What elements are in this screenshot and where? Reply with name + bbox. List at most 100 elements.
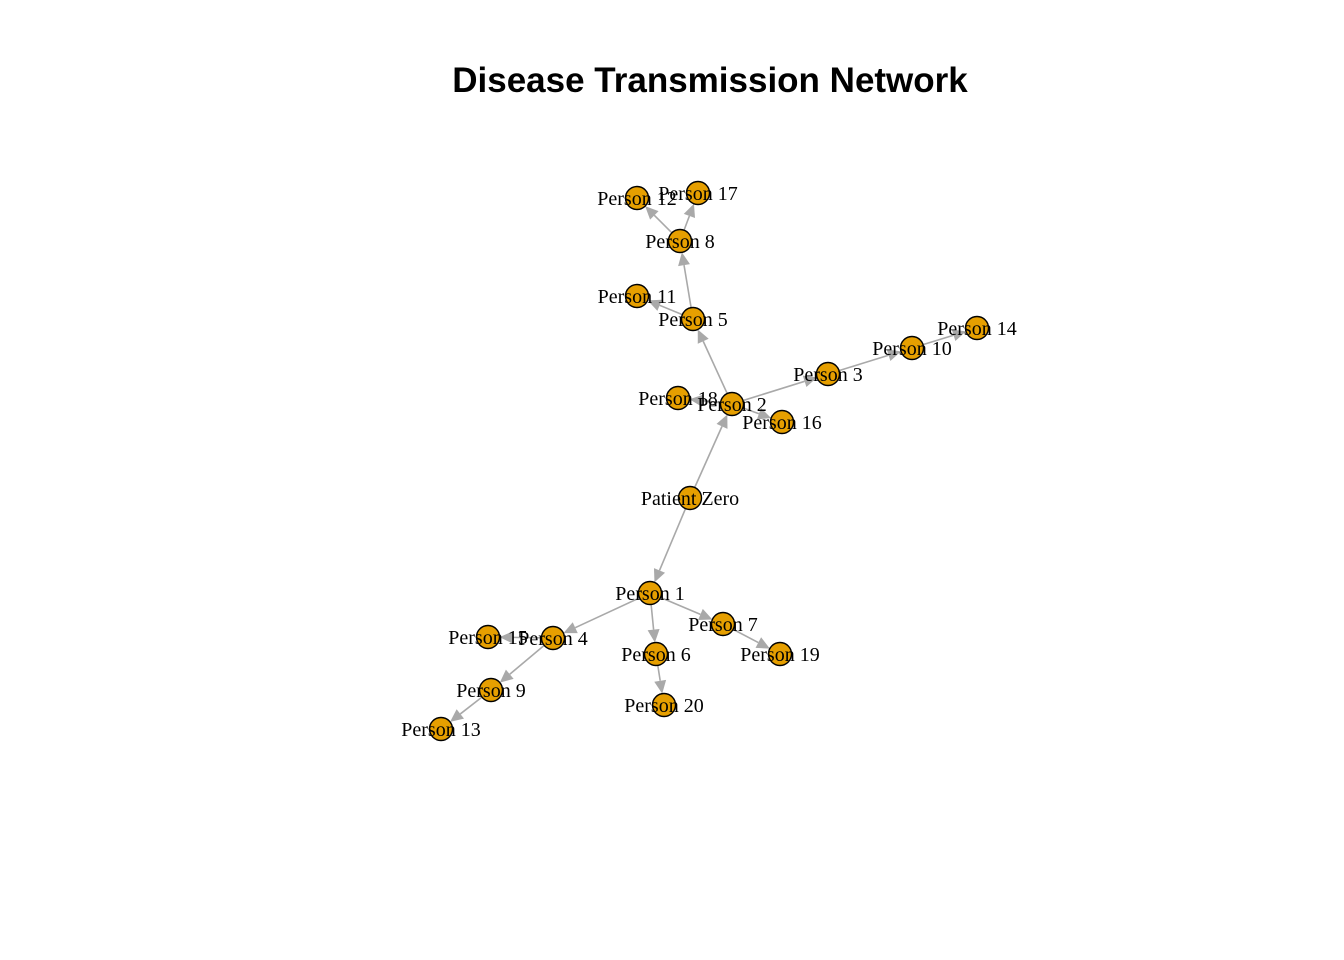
edge-pz-p2 (693, 414, 728, 488)
edge-p2-p16 (742, 407, 772, 420)
edge-p1-p4 (563, 597, 640, 634)
arrowhead-icon (698, 608, 713, 620)
edge-line (509, 644, 545, 675)
node-p3 (815, 361, 841, 387)
node-label-p14: Person 14 (937, 318, 1016, 340)
node-label-p15: Person 15 (448, 627, 527, 649)
arrowhead-icon (450, 709, 465, 722)
edge-pz-p1 (653, 508, 687, 583)
node-label-p20: Person 20 (624, 695, 703, 717)
edges-layer (450, 203, 967, 722)
arrowhead-icon (563, 622, 578, 634)
edge-p4-p15 (499, 631, 542, 644)
node-pz (677, 485, 703, 511)
arrowhead-icon (645, 206, 659, 220)
arrowhead-icon (499, 669, 514, 683)
edge-line (683, 265, 692, 308)
node-p12 (624, 185, 650, 211)
edge-line (693, 426, 723, 488)
edge-p5-p11 (647, 299, 683, 316)
edge-p2-p18 (689, 394, 721, 407)
node-p18 (665, 385, 691, 411)
node-p11 (624, 283, 650, 309)
node-label-p4: Person 4 (518, 628, 587, 650)
arrowhead-icon (802, 375, 818, 388)
edge-line (660, 596, 701, 616)
edge-line (656, 665, 661, 681)
edge-line (702, 340, 728, 394)
node-label-p17: Person 17 (658, 183, 737, 205)
edge-p9-p13 (450, 696, 483, 722)
edge-p1-p7 (660, 596, 713, 620)
arrowhead-icon (647, 299, 662, 311)
edge-line (658, 508, 687, 571)
edge-p6-p20 (654, 665, 667, 694)
node-label-p6: Person 6 (621, 644, 690, 666)
arrowhead-icon (716, 414, 728, 429)
edge-line (838, 354, 889, 372)
edge-p2-p5 (697, 329, 728, 394)
node-p6 (643, 641, 669, 667)
arrowhead-icon (678, 252, 690, 267)
arrowhead-icon (683, 203, 696, 219)
edge-p7-p19 (732, 628, 770, 649)
node-label-p3: Person 3 (793, 364, 862, 386)
node-p9 (478, 677, 504, 703)
node-label-p8: Person 8 (645, 231, 714, 253)
edge-line (732, 628, 759, 644)
node-label-p2: Person 2 (697, 394, 766, 416)
node-label-p12: Person 12 (597, 188, 676, 210)
node-p17 (685, 180, 711, 206)
node-label-p13: Person 13 (401, 719, 480, 741)
arrowhead-icon (654, 679, 667, 694)
node-p16 (769, 409, 795, 435)
edge-p4-p9 (499, 644, 545, 683)
arrowhead-icon (697, 329, 709, 344)
node-p8 (667, 228, 693, 254)
edge-line (650, 604, 655, 630)
node-label-p18: Person 18 (638, 388, 717, 410)
node-label-p9: Person 9 (456, 680, 525, 702)
node-label-p5: Person 5 (658, 309, 727, 331)
edge-p5-p8 (678, 252, 692, 308)
edge-p8-p17 (683, 203, 696, 231)
edge-line (742, 407, 760, 415)
edge-p2-p3 (742, 375, 818, 402)
arrowhead-icon (499, 631, 513, 644)
edge-p8-p12 (645, 206, 673, 234)
edge-p3-p10 (838, 349, 902, 372)
edge-line (922, 334, 954, 346)
edge-line (683, 215, 691, 231)
node-p15 (475, 624, 501, 650)
nodes-layer (428, 180, 990, 742)
node-p20 (651, 692, 677, 718)
edge-line (459, 696, 483, 715)
node-label-p19: Person 19 (740, 644, 819, 666)
arrowhead-icon (755, 637, 770, 649)
node-p7 (710, 611, 736, 637)
node-p4 (540, 625, 566, 651)
arrowhead-icon (653, 568, 666, 583)
edge-line (742, 380, 805, 402)
node-label-p1: Person 1 (615, 583, 684, 605)
node-p10 (899, 335, 925, 361)
arrowhead-icon (951, 329, 967, 341)
node-p5 (680, 306, 706, 332)
edge-p10-p14 (922, 329, 967, 346)
node-label-p11: Person 11 (598, 286, 677, 308)
edge-p1-p6 (647, 604, 660, 643)
arrowhead-icon (647, 629, 660, 643)
node-p2 (719, 391, 745, 417)
labels-layer: Patient Zero Person 1 Person 2 Person 3 Pers… (401, 183, 1016, 741)
arrowhead-icon (689, 394, 704, 407)
edge-line (659, 304, 683, 316)
diagram-title: Disease Transmission Network (452, 61, 968, 100)
node-label-p7: Person 7 (688, 614, 757, 636)
node-p19 (767, 641, 793, 667)
node-p1 (637, 580, 663, 606)
node-p13 (428, 716, 454, 742)
arrowhead-icon (886, 349, 902, 361)
node-p14 (964, 315, 990, 341)
node-label-p10: Person 10 (872, 338, 951, 360)
